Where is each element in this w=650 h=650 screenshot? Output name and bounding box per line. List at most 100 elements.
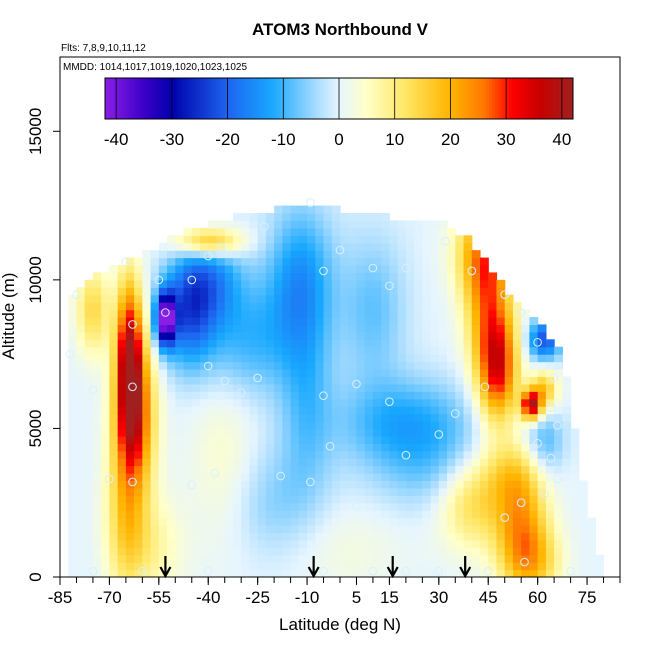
heatmap-cell [405,317,415,326]
heatmap-cell [587,517,596,526]
heatmap-cell [125,309,135,318]
heatmap-cell [224,532,234,541]
heatmap-cell [125,391,135,400]
heatmap-cell [414,458,423,467]
heatmap-cell [578,539,588,548]
heatmap-cell [232,309,242,318]
heatmap-cell [381,525,391,534]
heatmap-cell [356,450,366,459]
heatmap-cell [405,510,415,519]
heatmap-cell [545,517,555,526]
heatmap-cell [521,458,531,467]
heatmap-cell [372,532,382,541]
heatmap-cell [290,480,300,489]
heatmap-cell [570,487,580,496]
heatmap-cell [447,502,456,511]
heatmap-cell [134,428,143,437]
heatmap-cell [315,257,325,266]
heatmap-cell [298,495,308,504]
colorbar-segment [517,78,521,119]
heatmap-cell [545,465,555,474]
obs-point [161,308,170,317]
heatmap-cell [109,487,119,496]
heatmap-cell [241,465,251,474]
colorbar-segment [481,78,485,119]
heatmap-cell [372,213,382,222]
heatmap-cell [232,569,242,578]
colorbar-segment [417,78,421,119]
heatmap-cell [191,465,201,474]
heatmap-cell [232,317,242,326]
heatmap-cell [463,547,473,556]
heatmap-cell [76,465,86,474]
heatmap-cell [175,354,185,363]
heatmap-cell [348,257,358,266]
heatmap-cell [488,554,498,563]
obs-point [553,421,562,430]
heatmap-cell [455,302,465,311]
heatmap-cell [488,383,498,392]
heatmap-cell [405,480,415,489]
heatmap-cell [257,250,267,259]
heatmap-cell [545,361,555,370]
heatmap-cell [249,562,259,571]
heatmap-cell [274,361,283,370]
heatmap-cell [290,539,300,548]
heatmap-cell [307,428,316,437]
heatmap-cell [488,428,498,437]
heatmap-cell [488,324,498,333]
heatmap-cell [101,339,111,348]
heatmap-cell [257,331,267,340]
heatmap-cell [512,450,522,459]
heatmap-cell [200,480,209,489]
heatmap-cell [554,421,563,430]
heatmap-cell [447,435,456,444]
heatmap-cell [414,554,423,563]
heatmap-cell [150,458,160,467]
heatmap-cell [191,331,201,340]
heatmap-cell [471,525,481,534]
heatmap-cell [488,465,498,474]
colorbar-segment [157,78,162,119]
colorbar-segment [520,78,524,119]
heatmap-cell [282,250,292,259]
obs-point [335,245,345,255]
heatmap-cell [422,324,432,333]
heatmap-cell [455,428,465,437]
heatmap-cell [125,383,135,392]
heatmap-cell [512,383,522,392]
heatmap-cell [92,272,102,281]
heatmap-cell [183,265,193,274]
heatmap-cell [68,369,78,378]
heatmap-cell [430,458,440,467]
heatmap-cell [150,339,160,348]
colorbar-segment [283,78,287,119]
heatmap-cell [183,435,193,444]
heatmap-cell [554,361,563,370]
heatmap-cell [167,361,176,370]
heatmap-cell [315,487,325,496]
heatmap-cell [381,339,391,348]
heatmap-cell [447,272,456,281]
heatmap-cell [224,495,234,504]
heatmap-cell [438,287,448,296]
heatmap-cell [364,398,374,407]
heatmap-cell [158,421,168,430]
colorbar-segment [469,78,474,119]
heatmap-cell [545,428,555,437]
heatmap-cell [150,487,160,496]
heatmap-cell [545,569,555,578]
heatmap-cell [134,554,143,563]
heatmap-cell [109,369,119,378]
heatmap-cell [216,495,226,504]
heatmap-cell [504,391,514,400]
heatmap-cell [364,495,374,504]
heatmap-cell [389,369,399,378]
heatmap-cell [109,331,119,340]
heatmap-cell [414,517,423,526]
colorbar-segment [110,78,114,119]
heatmap-cell [158,547,168,556]
heatmap-cell [340,465,349,474]
heatmap-cell [554,539,563,548]
colorbar-segment [252,78,256,119]
